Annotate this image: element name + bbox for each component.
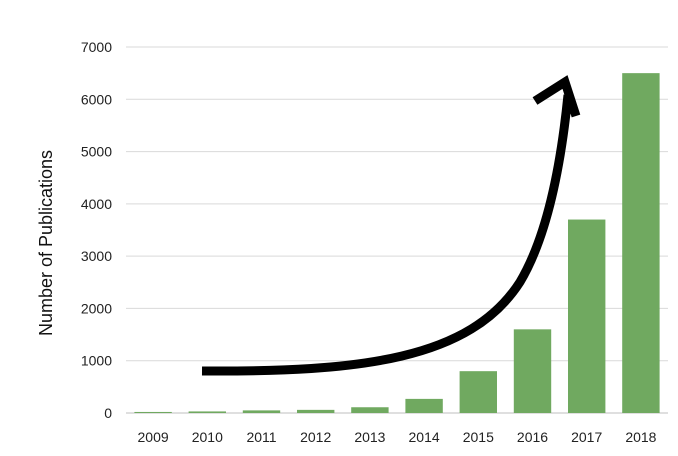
y-tick-label: 7000 (81, 39, 112, 55)
x-tick-label: 2018 (625, 429, 656, 445)
bar-2013 (351, 407, 389, 413)
y-tick-label: 0 (104, 405, 112, 421)
gridlines (126, 46, 668, 414)
x-tick-label: 2015 (463, 429, 494, 445)
y-tick-label: 1000 (81, 353, 112, 369)
y-axis-label: Number of Publications (36, 150, 56, 336)
bar-2017 (568, 219, 606, 413)
y-axis-ticks: 0 1000 2000 3000 4000 5000 6000 7000 (81, 39, 112, 421)
x-tick-label: 2011 (246, 429, 276, 445)
bars (134, 73, 660, 414)
bar-2012 (297, 409, 335, 413)
x-tick-label: 2009 (138, 429, 169, 445)
x-tick-label: 2014 (409, 429, 440, 445)
bar-2015 (459, 371, 497, 413)
y-tick-label: 2000 (81, 300, 112, 316)
x-axis-ticks: 2009 2010 2011 2012 2013 2014 2015 2016 2017 2018 (138, 429, 657, 445)
bar-2016 (513, 329, 552, 413)
bar-2010 (188, 411, 226, 413)
y-tick-label: 4000 (81, 196, 112, 212)
trend-arrow (201, 75, 581, 376)
trend-arrow-curve (201, 94, 573, 376)
x-tick-label: 2010 (192, 429, 223, 445)
x-tick-label: 2017 (571, 429, 602, 445)
y-tick-label: 5000 (81, 144, 112, 160)
y-tick-label: 6000 (81, 91, 112, 107)
x-tick-label: 2016 (517, 429, 548, 445)
x-tick-label: 2012 (300, 429, 331, 445)
trend-arrow-head (532, 75, 581, 118)
y-tick-label: 3000 (81, 248, 112, 264)
bar-2018 (622, 73, 660, 414)
bar-2009 (134, 411, 172, 413)
bar-2011 (242, 410, 281, 413)
bar-2014 (405, 398, 443, 413)
x-tick-label: 2013 (354, 429, 385, 445)
